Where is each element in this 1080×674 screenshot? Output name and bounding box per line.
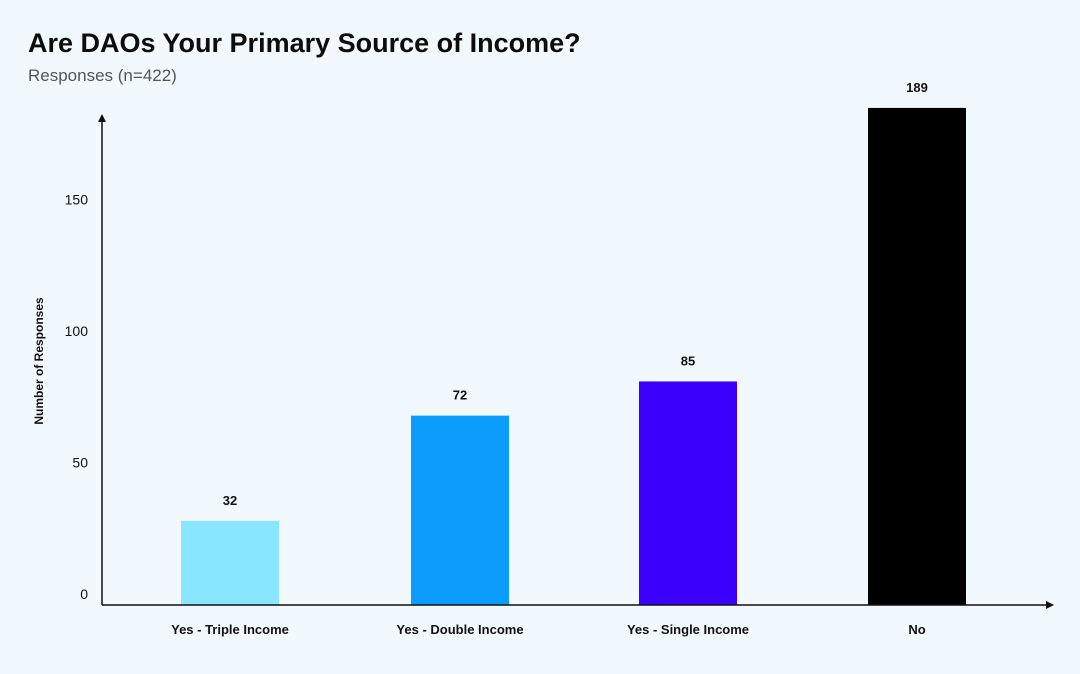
bar-value-label: 72 [453,388,467,403]
chart-title: Are DAOs Your Primary Source of Income? [28,28,581,58]
bar-0 [181,520,279,605]
y-axis-label: Number of Responses [32,297,46,425]
x-tick-label: Yes - Triple Income [171,622,289,637]
y-tick-label: 0 [80,586,88,602]
bar-1 [411,415,509,605]
bar-3 [868,107,966,606]
y-tick-label: 100 [65,323,89,339]
y-tick-label: 50 [72,454,88,470]
bar-value-label: 85 [681,353,695,368]
bar-2 [639,381,737,605]
bar-value-label: 32 [223,493,237,508]
chart-subtitle: Responses (n=422) [28,66,177,85]
bar-value-label: 189 [906,80,928,95]
y-tick-label: 150 [65,191,89,207]
x-tick-label: Yes - Single Income [627,622,749,637]
x-tick-label: Yes - Double Income [396,622,523,637]
x-tick-label: No [908,622,925,637]
